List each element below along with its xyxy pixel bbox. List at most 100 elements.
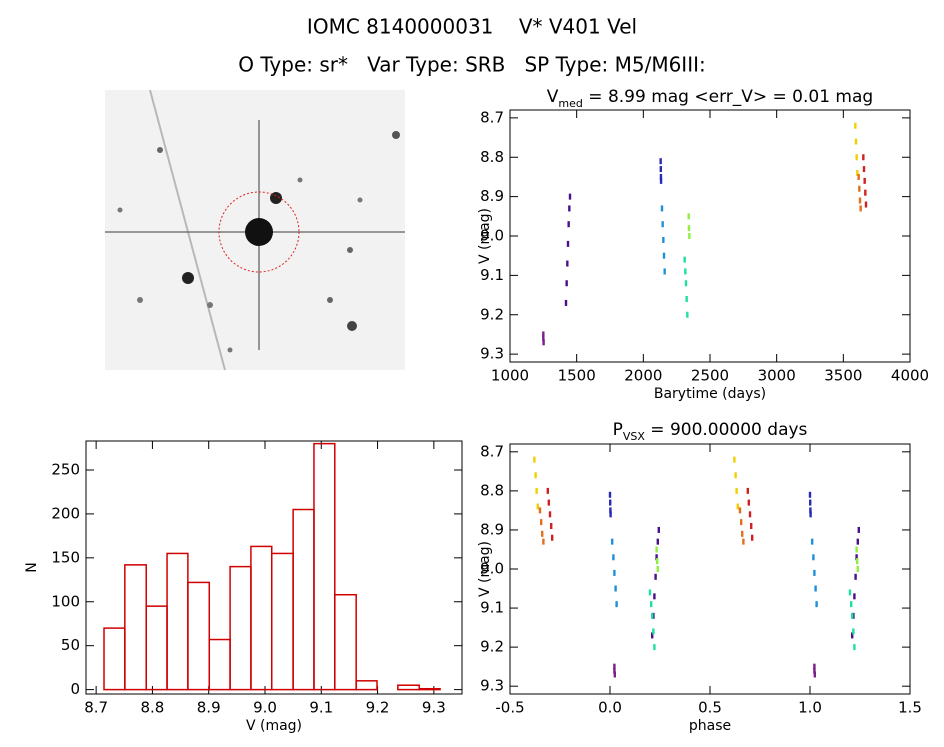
x-tick-label: 2000 (624, 367, 662, 385)
data-point (613, 667, 616, 674)
histogram-bar (250, 545, 273, 691)
data-point (742, 538, 745, 545)
data-point (546, 487, 549, 494)
y-tick-label: 9.2 (480, 638, 504, 656)
star (347, 321, 357, 331)
data-point (613, 663, 616, 670)
data-point (653, 593, 656, 600)
x-tick-label: 9.0 (253, 699, 277, 717)
data-point (854, 573, 857, 580)
data-point (736, 503, 739, 510)
title-part: P (613, 420, 623, 440)
y-axis-label: V (mag) (477, 208, 493, 264)
y-axis-label: N (24, 562, 40, 572)
y-tick-label: 9.2 (480, 305, 504, 323)
data-point (864, 201, 868, 208)
data-point (659, 173, 663, 180)
star (357, 197, 363, 203)
histogram-bar (124, 564, 147, 691)
star (392, 131, 400, 139)
data-point (663, 268, 666, 275)
y-tick-label: 9.1 (480, 599, 504, 617)
data-point (813, 663, 816, 670)
data-point (568, 193, 572, 200)
data-point (862, 154, 865, 161)
data-point (657, 526, 660, 533)
aperture-circle (218, 191, 300, 273)
data-point (851, 612, 854, 619)
data-point (852, 628, 855, 635)
data-point (813, 667, 816, 674)
data-point (683, 256, 686, 263)
y-tick-label: 8.9 (480, 187, 504, 205)
data-point (859, 205, 862, 212)
data-point (684, 280, 688, 287)
y-tick-label: 200 (51, 504, 80, 522)
star (270, 192, 282, 204)
x-axis-label: phase (689, 718, 731, 734)
data-point (662, 236, 665, 243)
x-axis-label: V (mag) (246, 718, 302, 734)
histogram-bar (229, 565, 252, 691)
data-point (863, 177, 866, 184)
data-point (659, 158, 662, 165)
histogram-bar (270, 552, 294, 691)
star (137, 297, 143, 303)
data-point (811, 538, 814, 545)
data-point (684, 268, 687, 275)
data-point (650, 601, 653, 608)
y-tick-label: 0 (70, 680, 80, 698)
data-point (854, 122, 857, 129)
x-axis-label: Barytime (days) (654, 386, 766, 402)
data-point (662, 252, 666, 259)
data-point (748, 511, 752, 518)
title-part: VSX (623, 430, 646, 443)
y-tick-label: 100 (51, 592, 80, 610)
data-point (547, 499, 550, 506)
data-point (611, 538, 614, 545)
data-point (738, 507, 742, 514)
data-point (815, 601, 818, 608)
data-point (855, 546, 858, 553)
data-point (651, 632, 654, 639)
data-point (746, 487, 749, 494)
data-point (612, 554, 615, 561)
data-point (734, 472, 737, 479)
data-point (568, 205, 571, 212)
data-point (813, 569, 816, 576)
y-tick-label: 9.3 (480, 677, 504, 695)
data-point (542, 339, 545, 346)
data-point (651, 612, 654, 619)
data-point (809, 511, 812, 518)
data-point (656, 558, 659, 565)
data-point (854, 138, 858, 145)
data-point (813, 671, 816, 678)
data-point (740, 519, 743, 526)
data-point (542, 335, 545, 342)
star (327, 297, 333, 303)
data-point (609, 507, 612, 514)
data-point (534, 472, 537, 479)
y-tick-label: 8.8 (480, 481, 504, 499)
data-point (848, 589, 852, 596)
x-tick-label: 3500 (824, 367, 862, 385)
histogram-bar (334, 593, 357, 691)
data-point (688, 233, 691, 239)
data-point (652, 628, 655, 635)
data-point (608, 491, 612, 498)
histogram-bar (397, 684, 420, 691)
data-point (814, 585, 817, 592)
sky-image (105, 89, 405, 371)
histogram-bar (418, 687, 441, 691)
data-point (855, 154, 858, 161)
y-tick-label: 9.0 (480, 560, 504, 578)
x-tick-label: 1500 (558, 367, 596, 385)
title-part: = 8.99 mag <err_V> = 0.01 mag (583, 87, 873, 107)
histogram-bar (187, 581, 211, 691)
star (347, 247, 353, 253)
data-point (747, 499, 750, 506)
data-point (857, 173, 860, 180)
data-point (659, 166, 662, 173)
data-point (856, 558, 859, 565)
